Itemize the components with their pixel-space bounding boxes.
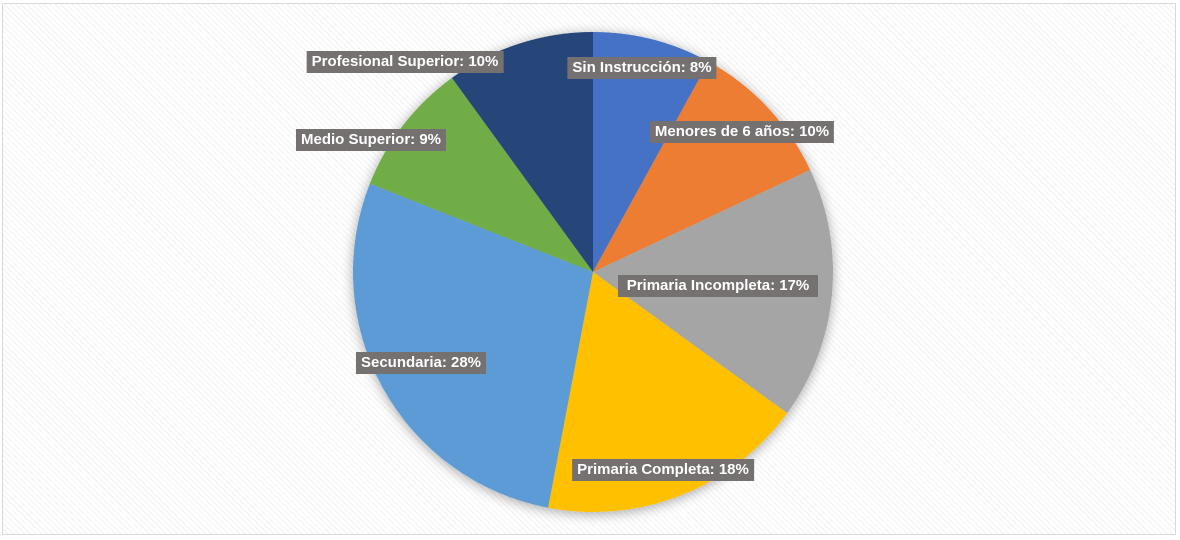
pie-slice [593, 61, 811, 272]
data-label: Profesional Superior: 10% [306, 51, 504, 73]
data-label: Medio Superior: 9% [295, 129, 447, 151]
pie-slice [548, 272, 788, 513]
pie-slice [369, 77, 593, 272]
data-label: Sin Instrucción: 8% [567, 57, 717, 79]
pie [352, 31, 833, 513]
pie-slice [352, 183, 593, 508]
data-label: Menores de 6 años: 10% [649, 121, 835, 143]
data-label: Secundaria: 28% [355, 352, 487, 374]
pie-slice [593, 32, 709, 272]
data-label: Primaria Incompleta: 17% [618, 275, 818, 297]
data-label: Primaria Completa: 18% [572, 459, 754, 481]
pie-slice [451, 31, 593, 272]
